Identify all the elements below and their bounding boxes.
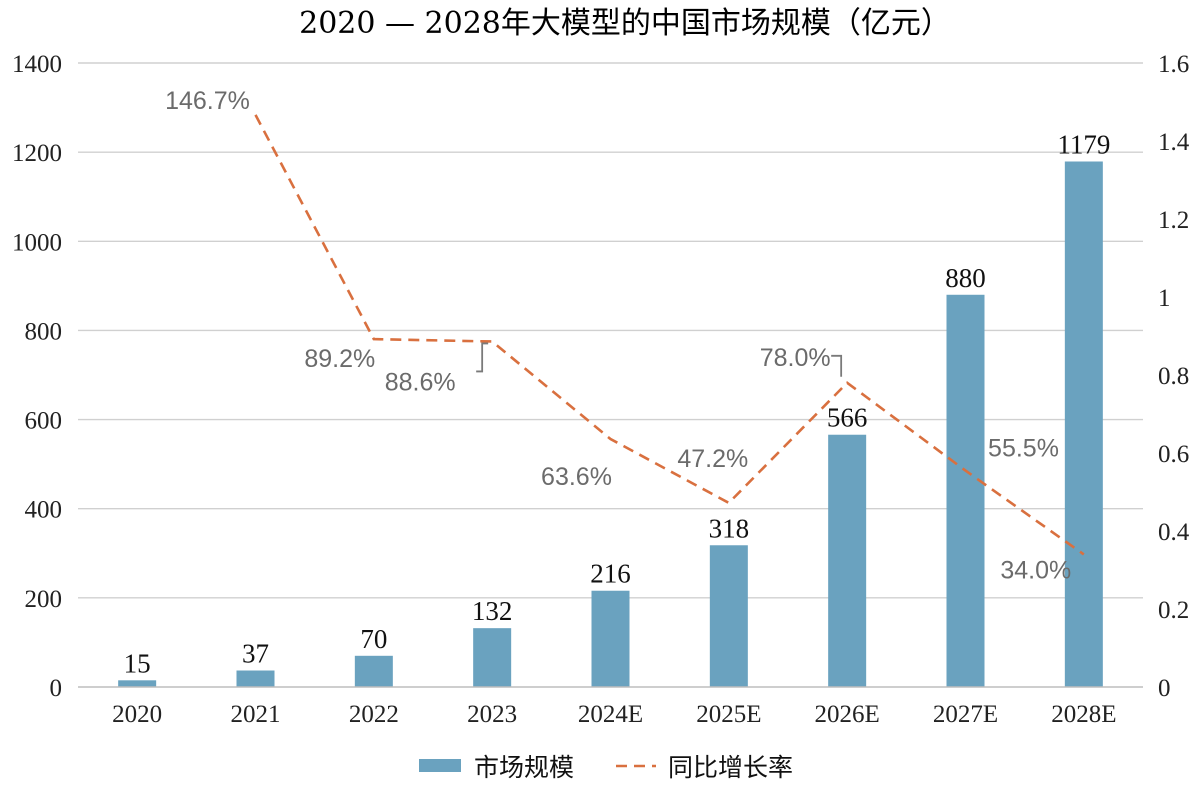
bar <box>473 628 512 687</box>
legend-bar-swatch <box>419 759 461 772</box>
bar-value-label: 318 <box>709 513 750 543</box>
bar-value-label: 566 <box>827 403 868 433</box>
y-right-tick-label: 1.6 <box>1158 51 1189 78</box>
y-left-tick-label: 200 <box>25 586 63 613</box>
bar <box>1064 161 1103 687</box>
y-right-tick-label: 1.4 <box>1158 129 1190 156</box>
x-tick-label: 2026E <box>815 701 880 728</box>
y-right-tick-label: 1.2 <box>1158 207 1189 234</box>
bar-series <box>118 161 1103 687</box>
bar-value-label: 216 <box>590 559 631 589</box>
bar <box>118 680 157 687</box>
growth-value-label: 47.2% <box>677 445 748 473</box>
growth-value-label: 55.5% <box>988 435 1059 463</box>
label-leader-line <box>476 342 489 373</box>
growth-line-series <box>254 114 1085 556</box>
bar <box>236 670 275 687</box>
data-labels: 15 37 70 132 216 318 566 880 1179 146.7% 89.2% 88.6… <box>124 87 1111 678</box>
x-tick-label: 2028E <box>1051 701 1116 728</box>
growth-value-label: 78.0% <box>760 344 831 372</box>
y-left-tick-label: 600 <box>25 408 63 435</box>
y-left-tick-label: 0 <box>50 675 63 702</box>
x-tick-label: 2022 <box>349 701 399 728</box>
y-left-tick-label: 400 <box>25 497 63 524</box>
growth-line <box>254 114 1085 556</box>
bar-value-label: 37 <box>242 639 269 669</box>
growth-value-label: 146.7% <box>165 87 250 115</box>
axes: 020040060080010001200140000.20.40.60.811… <box>12 51 1190 728</box>
gridlines <box>78 62 1143 599</box>
label-leader-line <box>831 354 843 377</box>
bar-value-label: 880 <box>945 263 986 293</box>
x-tick-label: 2027E <box>933 701 998 728</box>
chart-title: 2020 — 2028年大模型的中国市场规模（亿元） <box>299 6 951 41</box>
bar-value-label: 15 <box>124 648 151 678</box>
y-left-tick-label: 1200 <box>12 140 62 167</box>
y-right-tick-label: 0.4 <box>1158 519 1190 546</box>
bar-value-label: 70 <box>360 624 387 654</box>
x-tick-label: 2023 <box>467 701 517 728</box>
growth-value-label: 89.2% <box>304 345 375 373</box>
bar <box>946 294 985 687</box>
bar-value-label: 1179 <box>1057 130 1110 160</box>
legend-label: 市场规模 <box>474 753 574 782</box>
bar <box>354 655 393 687</box>
y-right-tick-label: 0.6 <box>1158 441 1189 468</box>
legend-label: 同比增长率 <box>668 753 793 782</box>
y-right-tick-label: 0.8 <box>1158 363 1189 390</box>
x-tick-label: 2021 <box>231 701 281 728</box>
y-left-tick-label: 1400 <box>12 51 62 78</box>
y-left-tick-label: 1000 <box>12 229 62 256</box>
bar <box>828 434 867 687</box>
x-tick-label: 2024E <box>578 701 643 728</box>
bar <box>591 590 630 687</box>
y-right-tick-label: 0.2 <box>1158 597 1189 624</box>
y-right-tick-label: 1 <box>1158 285 1171 312</box>
bar <box>709 545 748 687</box>
growth-value-label: 63.6% <box>541 463 612 491</box>
growth-value-label: 34.0% <box>1000 556 1071 584</box>
x-tick-label: 2025E <box>696 701 761 728</box>
x-tick-label: 2020 <box>112 701 162 728</box>
growth-value-label: 88.6% <box>385 368 456 396</box>
legend: 市场规模 同比增长率 <box>419 753 793 782</box>
y-left-tick-label: 800 <box>25 318 63 345</box>
bar-value-label: 132 <box>472 596 513 626</box>
y-right-tick-label: 0 <box>1158 675 1171 702</box>
